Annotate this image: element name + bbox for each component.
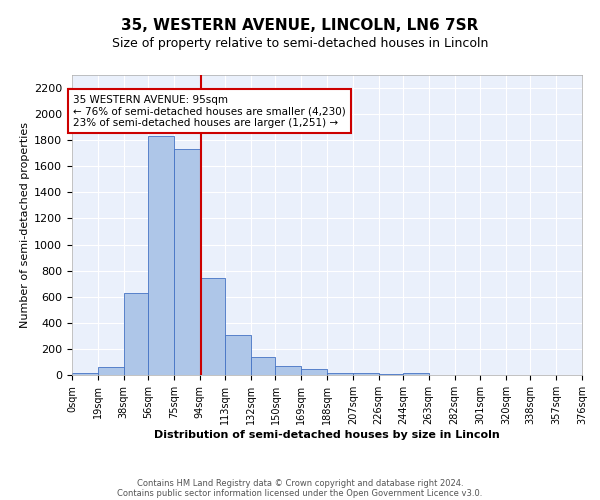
Bar <box>403 373 429 375</box>
Bar <box>251 356 275 375</box>
Bar <box>275 366 301 375</box>
Bar <box>327 373 353 375</box>
Bar <box>148 136 174 375</box>
Bar <box>353 373 379 375</box>
Bar <box>225 335 251 375</box>
Text: 35 WESTERN AVENUE: 95sqm
← 76% of semi-detached houses are smaller (4,230)
23% o: 35 WESTERN AVENUE: 95sqm ← 76% of semi-d… <box>73 94 346 128</box>
Text: Contains HM Land Registry data © Crown copyright and database right 2024.: Contains HM Land Registry data © Crown c… <box>137 478 463 488</box>
Text: Size of property relative to semi-detached houses in Lincoln: Size of property relative to semi-detach… <box>112 38 488 51</box>
Bar <box>379 374 403 375</box>
Bar <box>72 373 98 375</box>
Bar <box>301 369 327 375</box>
Bar <box>174 150 199 375</box>
Text: Contains public sector information licensed under the Open Government Licence v3: Contains public sector information licen… <box>118 488 482 498</box>
Bar <box>199 278 225 375</box>
X-axis label: Distribution of semi-detached houses by size in Lincoln: Distribution of semi-detached houses by … <box>154 430 500 440</box>
Text: 35, WESTERN AVENUE, LINCOLN, LN6 7SR: 35, WESTERN AVENUE, LINCOLN, LN6 7SR <box>121 18 479 32</box>
Bar <box>124 294 148 375</box>
Bar <box>98 367 124 375</box>
Y-axis label: Number of semi-detached properties: Number of semi-detached properties <box>20 122 30 328</box>
